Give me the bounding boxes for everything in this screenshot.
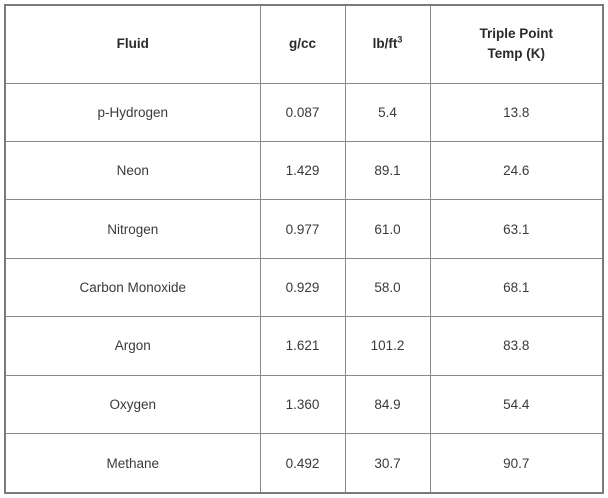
cell-lbft3: 84.9 [344,374,431,435]
cell-gcc: 0.087 [259,82,346,142]
cell-triple-point-temp: 68.1 [429,257,602,318]
cell-lbft3: 30.7 [344,433,431,492]
fluid-properties-table: Fluid g/cc lb/ft3 Triple Point Temp (K) p… [6,6,602,492]
table-row: Argon 1.621 101.2 83.8 [6,316,602,376]
cell-triple-point-temp: 24.6 [429,140,602,201]
header-triple-point-line1: Triple Point [479,26,553,42]
cell-triple-point-temp: 90.7 [429,433,602,492]
table-row: Methane 0.492 30.7 90.7 [6,433,602,492]
table-header-row: Fluid g/cc lb/ft3 Triple Point Temp (K) [6,6,602,84]
table-row: Neon 1.429 89.1 24.6 [6,140,602,201]
cell-fluid: Argon [6,316,261,376]
cell-fluid: Nitrogen [6,199,261,259]
table-row: Oxygen 1.360 84.9 54.4 [6,374,602,435]
header-fluid: Fluid [6,6,261,84]
cell-triple-point-temp: 13.8 [429,82,602,142]
cell-fluid: p-Hydrogen [6,82,261,142]
cell-gcc: 0.929 [259,257,346,318]
table-row: p-Hydrogen 0.087 5.4 13.8 [6,82,602,142]
cell-gcc: 1.621 [259,316,346,376]
header-triple-point-line2: Temp (K) [487,46,546,62]
cell-lbft3: 61.0 [344,199,431,259]
header-triple-point-temp: Triple Point Temp (K) [429,6,602,84]
cell-fluid: Oxygen [6,374,261,435]
cell-gcc: 1.360 [259,374,346,435]
header-lbft3-exponent: 3 [397,34,403,45]
table-row: Carbon Monoxide 0.929 58.0 68.1 [6,257,602,318]
header-lbft3: lb/ft3 [344,6,431,84]
fluid-properties-table-frame: Fluid g/cc lb/ft3 Triple Point Temp (K) p… [4,4,604,494]
cell-fluid: Neon [6,140,261,201]
cell-triple-point-temp: 83.8 [429,316,602,376]
cell-gcc: 1.429 [259,140,346,201]
header-gcc: g/cc [259,6,346,84]
header-lbft3-base: lb/ft [372,36,398,52]
cell-lbft3: 5.4 [344,82,431,142]
table-row: Nitrogen 0.977 61.0 63.1 [6,199,602,259]
cell-gcc: 0.492 [259,433,346,492]
cell-fluid: Methane [6,433,261,492]
cell-triple-point-temp: 54.4 [429,374,602,435]
cell-triple-point-temp: 63.1 [429,199,602,259]
cell-lbft3: 58.0 [344,257,431,318]
cell-fluid: Carbon Monoxide [6,257,261,318]
cell-gcc: 0.977 [259,199,346,259]
cell-lbft3: 101.2 [344,316,431,376]
cell-lbft3: 89.1 [344,140,431,201]
